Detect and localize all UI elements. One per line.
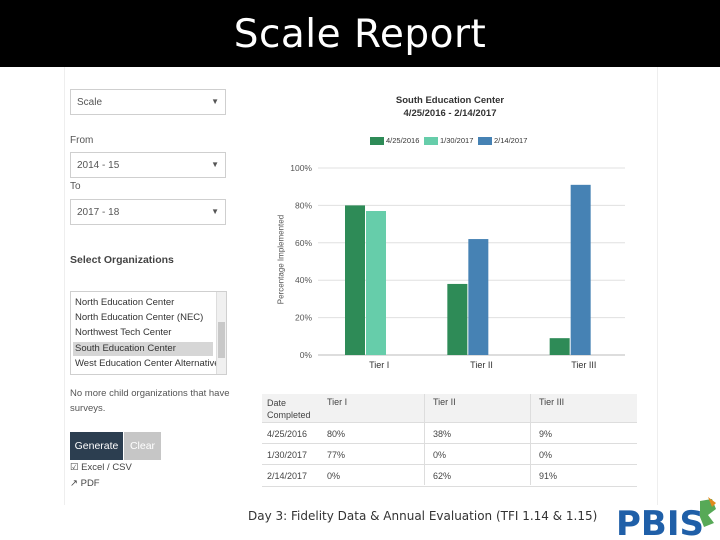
export-excel-label: Excel / CSV bbox=[81, 462, 132, 473]
pbis-logo: PBIS bbox=[616, 497, 716, 540]
generate-button[interactable]: Generate bbox=[70, 432, 123, 460]
list-item[interactable]: Northwest Tech Center bbox=[75, 327, 172, 338]
table-row: 4/25/2016 80% 38% 9% bbox=[262, 422, 637, 444]
from-select[interactable]: 2014 - 15 ▼ bbox=[70, 152, 226, 178]
chevron-down-icon: ▼ bbox=[211, 160, 219, 169]
legend-label: 2/14/2017 bbox=[494, 136, 528, 145]
list-item-selected[interactable]: South Education Center bbox=[75, 343, 176, 354]
cell-date: 4/25/2016 bbox=[267, 429, 308, 439]
list-item[interactable]: North Education Center (NEC) bbox=[75, 312, 204, 323]
cell-tier2: 62% bbox=[433, 471, 452, 481]
y-tick-label: 60% bbox=[295, 238, 312, 248]
bar bbox=[366, 211, 386, 355]
x-tick-label: Tier III bbox=[571, 360, 596, 370]
to-value: 2017 - 18 bbox=[77, 207, 120, 218]
from-value: 2014 - 15 bbox=[77, 160, 120, 171]
chart-title: South Education Center bbox=[395, 95, 505, 106]
header-tier2: Tier II bbox=[433, 397, 456, 407]
table-row: 1/30/2017 77% 0% 0% bbox=[262, 443, 637, 465]
cell-tier3: 0% bbox=[539, 450, 553, 460]
y-tick-label: 0% bbox=[300, 350, 313, 360]
legend-swatch bbox=[424, 137, 438, 145]
table-divider bbox=[530, 394, 531, 485]
y-tick-label: 40% bbox=[295, 275, 312, 285]
clear-button[interactable]: Clear bbox=[124, 432, 161, 460]
to-select[interactable]: 2017 - 18 ▼ bbox=[70, 199, 226, 225]
legend-label: 1/30/2017 bbox=[440, 136, 474, 145]
chevron-down-icon: ▼ bbox=[211, 97, 219, 106]
cell-date: 1/30/2017 bbox=[267, 450, 308, 460]
table-header-row: Date Completed Tier I Tier II Tier III bbox=[262, 394, 637, 422]
bar bbox=[447, 283, 468, 355]
cell-tier3: 91% bbox=[539, 471, 558, 481]
cell-tier1: 0% bbox=[327, 471, 341, 481]
to-label: To bbox=[70, 181, 81, 192]
list-item[interactable]: North Education Center bbox=[75, 297, 175, 308]
y-tick-label: 80% bbox=[295, 200, 312, 210]
slide-title: Scale Report bbox=[233, 12, 487, 57]
cell-date: 2/14/2017 bbox=[267, 471, 308, 481]
from-label: From bbox=[70, 135, 94, 146]
table-divider bbox=[424, 394, 425, 485]
cell-tier1: 80% bbox=[327, 429, 346, 439]
chevron-down-icon: ▼ bbox=[211, 207, 219, 216]
export-excel-link[interactable]: ☑ Excel / CSV bbox=[70, 462, 132, 473]
cell-tier3: 9% bbox=[539, 429, 553, 439]
x-tick-label: Tier I bbox=[369, 360, 389, 370]
x-tick-label: Tier II bbox=[470, 360, 493, 370]
bar bbox=[468, 239, 489, 355]
slide-footer: Day 3: Fidelity Data & Annual Evaluation… bbox=[248, 509, 598, 523]
pdf-icon: ↗ bbox=[70, 478, 78, 489]
selected-item-highlight bbox=[73, 342, 213, 356]
no-child-orgs-note: No more child organizations that have su… bbox=[70, 388, 230, 414]
y-tick-label: 100% bbox=[290, 163, 312, 173]
legend-label: 4/25/2016 bbox=[386, 136, 420, 145]
organization-listbox[interactable]: North Education Center North Education C… bbox=[70, 291, 227, 375]
slide-title-bar: Scale Report bbox=[0, 0, 720, 67]
chart-subtitle: 4/25/2016 - 2/14/2017 bbox=[403, 108, 497, 119]
bar-chart: 0% 20% 40% 60% 80% 100% Tier I Tier II Tier III bbox=[290, 163, 625, 370]
cell-tier2: 0% bbox=[433, 450, 447, 460]
cell-tier2: 38% bbox=[433, 429, 452, 439]
bar bbox=[570, 184, 591, 355]
report-type-select[interactable]: Scale ▼ bbox=[70, 89, 226, 115]
cell-tier1: 77% bbox=[327, 450, 346, 460]
export-pdf-label: PDF bbox=[80, 478, 100, 489]
scrollbar-thumb[interactable] bbox=[218, 322, 225, 358]
bar bbox=[345, 205, 365, 355]
excel-icon: ☑ bbox=[70, 462, 79, 473]
list-item[interactable]: West Education Center Alternative bbox=[75, 358, 220, 369]
header-tier1: Tier I bbox=[327, 397, 348, 407]
header-tier3: Tier III bbox=[539, 397, 565, 407]
report-type-value: Scale bbox=[77, 97, 103, 108]
table-row: 2/14/2017 0% 62% 91% bbox=[262, 464, 637, 487]
header-date: Date Completed bbox=[267, 398, 311, 420]
y-tick-label: 20% bbox=[295, 313, 312, 323]
export-pdf-link[interactable]: ↗ PDF bbox=[70, 478, 100, 489]
legend-swatch bbox=[370, 137, 384, 145]
bar bbox=[549, 338, 570, 355]
legend-swatch bbox=[478, 137, 492, 145]
select-organizations-label: Select Organizations bbox=[70, 254, 174, 266]
logo-text: PBIS bbox=[616, 504, 704, 540]
